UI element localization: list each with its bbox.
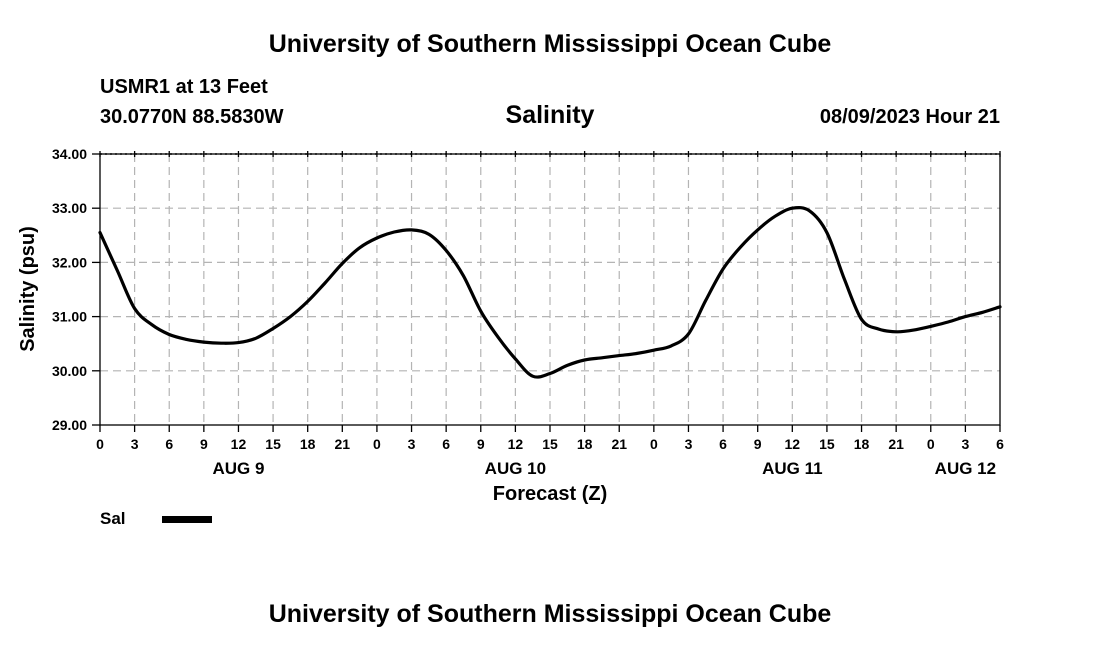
date-label: AUG 9	[212, 459, 264, 478]
x-tick-label: 21	[611, 436, 627, 452]
x-tick-label: 12	[508, 436, 524, 452]
x-tick-label: 12	[231, 436, 247, 452]
legend-label: Sal	[100, 509, 126, 528]
x-tick-label: 15	[542, 436, 558, 452]
x-tick-label: 3	[961, 436, 969, 452]
chart-title: Salinity	[505, 101, 595, 129]
x-tick-label: 0	[927, 436, 935, 452]
salinity-series-line	[98, 205, 1002, 379]
station-label: USMR1 at 13 Feet	[100, 76, 268, 98]
axis-ticks	[92, 151, 1001, 432]
x-axis-title: Forecast (Z)	[493, 483, 607, 505]
x-tick-label: 12	[785, 436, 801, 452]
y-tick-label: 33.00	[52, 200, 87, 216]
x-tick-label: 3	[685, 436, 693, 452]
x-tick-label: 0	[650, 436, 658, 452]
date-label: AUG 10	[485, 459, 546, 478]
x-tick-label: 9	[754, 436, 762, 452]
x-tick-label: 21	[888, 436, 904, 452]
x-tick-label: 6	[442, 436, 450, 452]
y-axis-title: Salinity (psu)	[17, 226, 39, 352]
station-coordinates: 30.0770N 88.5830W	[100, 106, 284, 128]
x-tick-label: 3	[131, 436, 139, 452]
x-tick-label: 6	[165, 436, 173, 452]
grid-lines	[100, 153, 1000, 425]
x-tick-label: 15	[265, 436, 281, 452]
date-label: AUG 12	[935, 459, 996, 478]
legend-swatch	[162, 516, 212, 523]
x-tick-label: 6	[996, 436, 1004, 452]
x-tick-label: 0	[96, 436, 104, 452]
page-title: University of Southern Mississippi Ocean…	[268, 30, 832, 58]
footer-title: University of Southern Mississippi Ocean…	[268, 600, 832, 628]
x-tick-label: 18	[577, 436, 593, 452]
forecast-timestamp: 08/09/2023 Hour 21	[819, 106, 1000, 128]
y-tick-label: 29.00	[52, 417, 87, 433]
y-tick-label: 30.00	[52, 363, 87, 379]
axis-labels: 29.00 30.00 31.00 32.00 33.00 34.00 0 3 6 9 12 15 18…	[52, 146, 1004, 478]
x-tick-label: 18	[300, 436, 316, 452]
y-tick-label: 34.00	[52, 146, 87, 162]
x-tick-label: 21	[335, 436, 351, 452]
y-tick-label: 32.00	[52, 254, 87, 270]
y-tick-label: 31.00	[52, 309, 87, 325]
x-tick-label: 15	[819, 436, 835, 452]
x-tick-label: 18	[854, 436, 870, 452]
x-tick-label: 6	[719, 436, 727, 452]
x-tick-label: 0	[373, 436, 381, 452]
x-tick-label: 9	[477, 436, 485, 452]
x-tick-label: 9	[200, 436, 208, 452]
x-tick-label: 3	[408, 436, 416, 452]
date-label: AUG 11	[762, 459, 822, 478]
